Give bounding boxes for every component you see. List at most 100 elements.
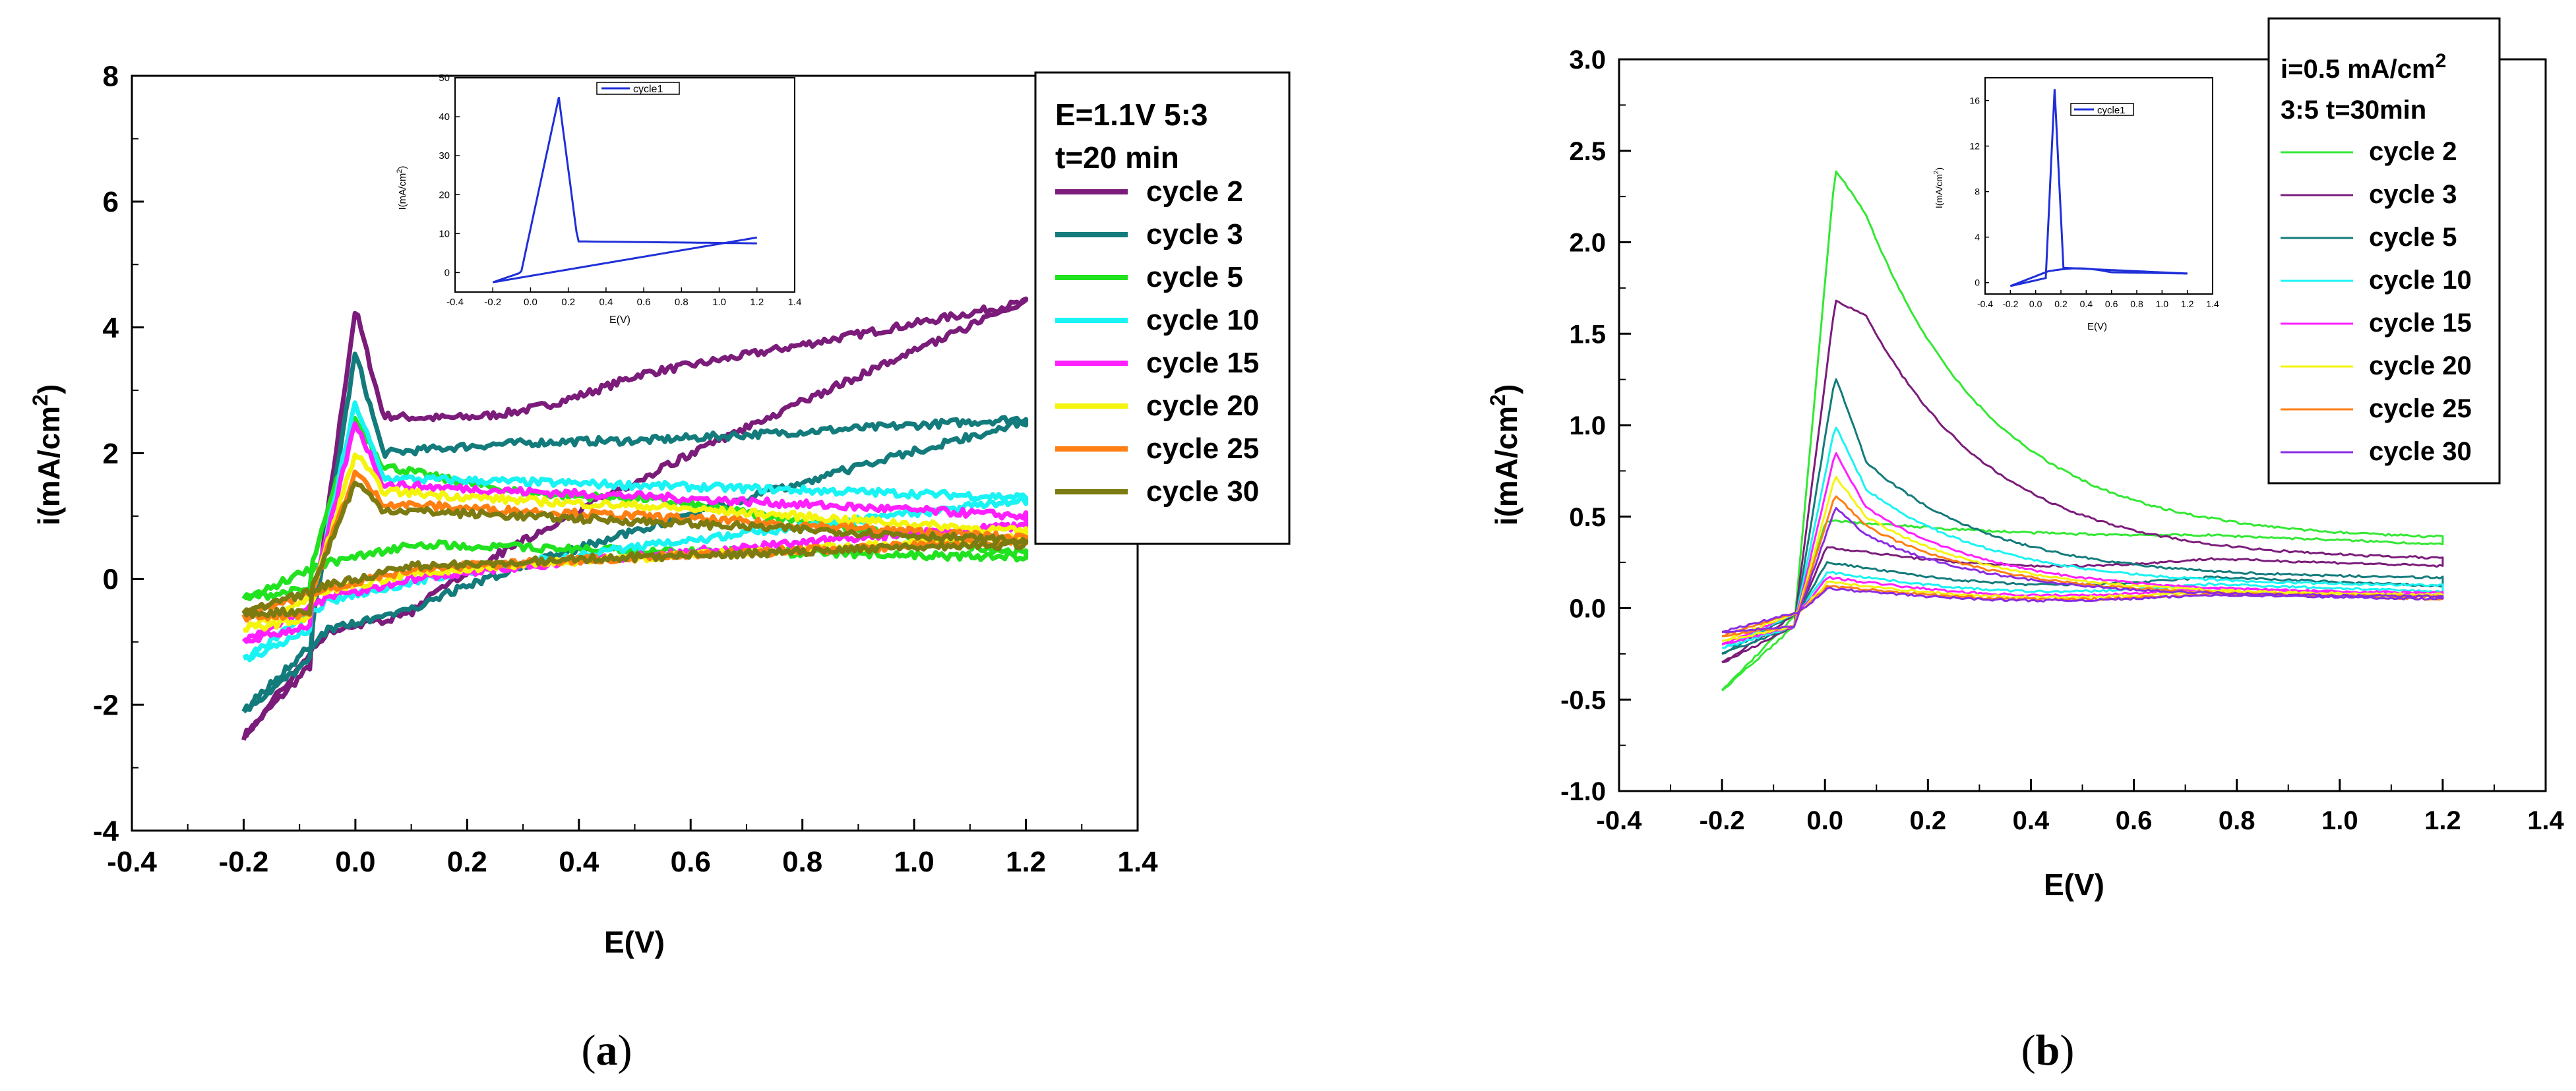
inset-y-tick-label: 12: [1969, 141, 1980, 152]
x-tick-label: -0.4: [107, 846, 157, 878]
y-tick-label: 4: [103, 312, 119, 344]
inset-legend-label-b: cycle1: [2097, 105, 2126, 116]
inset-y-tick-label: 0: [445, 267, 450, 278]
legend-label: cycle 5: [1146, 261, 1243, 293]
legend-label: cycle 30: [1146, 475, 1259, 508]
y-tick-label: 6: [103, 186, 119, 218]
legend-label: cycle 25: [1146, 432, 1259, 465]
x-tick-label: 0.4: [559, 846, 599, 878]
x-tick-label: 0.0: [335, 846, 375, 878]
legend-label: cycle 10: [1146, 304, 1259, 336]
inset-y-tick-label: 40: [439, 111, 450, 123]
inset-x-tick-label: 1.4: [788, 297, 802, 308]
inset-x-tick-label: 1.2: [2181, 299, 2194, 309]
y-tick-label: -0.5: [1560, 686, 1606, 715]
legend-title-line1-b: i=0.5 mA/cm2: [2281, 50, 2446, 84]
legend-title-line2-b: 3:5 t=30min: [2281, 96, 2426, 125]
legend-label: cycle 20: [2369, 351, 2472, 380]
x-tick-label: -0.2: [219, 846, 269, 878]
legend-label: cycle 3: [2369, 180, 2457, 209]
legend-b: i=0.5 mA/cm2 3:5 t=30min cycle 2 cycle 3 c…: [2267, 17, 2501, 485]
legend-label: cycle 2: [2369, 137, 2457, 166]
inset-frame-a: [454, 77, 795, 293]
y-tick-label: 2.0: [1569, 229, 1606, 258]
inset-x-label-b: E(V): [2087, 321, 2107, 332]
legend-label: cycle 30: [2369, 437, 2472, 466]
legend-label: cycle 3: [1146, 218, 1243, 251]
inset-legend-box-a: [596, 82, 680, 95]
y-tick-label: 2.5: [1569, 137, 1606, 166]
inset-y-tick-label: 16: [1969, 96, 1980, 106]
legend-label: cycle 25: [2369, 394, 2472, 423]
inset-x-tick-label: 0.6: [2105, 299, 2118, 309]
legend-label: cycle 10: [2369, 266, 2472, 295]
inset-y-tick-label: 0: [1975, 278, 1980, 288]
x-tick-label: 1.0: [894, 846, 935, 878]
y-tick-label: 1.0: [1569, 411, 1606, 440]
x-axis-label-b: E(V): [2044, 868, 2104, 902]
series-line-cycle-30: [241, 481, 1029, 619]
inset-x-tick-label: 0.6: [637, 297, 651, 308]
inset-x-tick-label: -0.4: [1977, 299, 1993, 309]
x-tick-label: 0.8: [2219, 806, 2255, 835]
y-axis-label-a: i(mA/cm2): [28, 384, 66, 526]
legend-label: cycle 2: [1146, 175, 1243, 208]
legend-title-line2-a: t=20 min: [1055, 140, 1179, 175]
axis-ticks-b: -0.4 -0.2 0.0 0.2 0.4 0.6 0.8 1.0 1.2 1.4 -1.0 -0.5…: [1560, 45, 2564, 835]
inset-x-tick-label: -0.4: [446, 297, 464, 308]
y-axis-label-b: i(mA/cm2): [1486, 384, 1523, 526]
inset-series-line: [492, 236, 758, 283]
inset-y-tick-label: 4: [1975, 232, 1980, 243]
inset-y-tick-label: 10: [439, 228, 450, 239]
caption-b: (b): [2021, 1026, 2075, 1075]
x-tick-label: 0.0: [1806, 806, 1843, 835]
x-tick-label: 0.8: [782, 846, 822, 878]
inset-x-tick-label: 0.8: [675, 297, 689, 308]
inset-x-tick-label: 0.2: [561, 297, 575, 308]
x-tick-label: 1.0: [2321, 806, 2358, 835]
series-line-cycle-10: [1721, 427, 2444, 649]
x-tick-label: 1.2: [1006, 846, 1046, 878]
inset-y-label-a: I(mA/cm2): [396, 166, 408, 210]
x-tick-label: 0.6: [671, 846, 711, 878]
legend-box-b: [2267, 17, 2501, 485]
x-axis-label-a: E(V): [604, 925, 665, 959]
inset-x-tick-label: 1.0: [2156, 299, 2169, 309]
inset-ticks-b: -0.4 -0.2 0.0 0.2 0.4 0.6 0.8 1.0 1.2 1.4 0 4 8 12 16: [1969, 89, 2219, 309]
inset-x-tick-label: 0.8: [2130, 299, 2143, 309]
caption-a: (a): [582, 1026, 632, 1075]
inset-x-tick-label: 0.4: [2080, 299, 2093, 309]
axis-ticks-a: -0.4 -0.2 0.0 0.2 0.4 0.6 0.8 1.0 1.2 1.4 -4 -2 0 2 4 6…: [93, 60, 1158, 878]
series-line-cycle-15: [241, 421, 1029, 644]
x-tick-label: 0.2: [1910, 806, 1947, 835]
series-line-cycle-30: [1721, 507, 2444, 634]
series-group-a: [241, 296, 1029, 741]
x-tick-label: -0.2: [1700, 806, 1745, 835]
inset-y-tick-label: 20: [439, 189, 450, 200]
y-tick-label: 0: [103, 564, 119, 596]
inset-x-tick-label: 0.0: [524, 297, 537, 308]
y-tick-label: 0.0: [1569, 595, 1606, 624]
inset-y-label-b: I(mA/cm2): [1933, 167, 1944, 208]
inset-y-tick-label: 50: [439, 73, 450, 84]
inset-x-label-a: E(V): [609, 314, 630, 326]
inset-x-tick-label: 1.2: [750, 297, 764, 308]
legend-a: E=1.1V 5:3 t=20 min cycle 2 cycle 3 cycle …: [1034, 71, 1291, 545]
inset-b: -0.4 -0.2 0.0 0.2 0.4 0.6 0.8 1.0 1.2 1.40481216 …: [1933, 77, 2219, 332]
inset-series-line: [2009, 89, 2188, 287]
y-tick-label: 2: [103, 438, 119, 470]
x-tick-label: 1.4: [2527, 806, 2564, 835]
inset-x-tick-label: 0.2: [2054, 299, 2068, 309]
inset-x-tick-label: -0.2: [484, 297, 501, 308]
series-line-cycle-2: [1721, 170, 2444, 692]
inset-x-tick-label: -0.2: [2002, 299, 2018, 309]
x-tick-label: 0.4: [2013, 806, 2050, 835]
legend-label: cycle 5: [2369, 223, 2457, 252]
inset-y-tick-label: 30: [439, 150, 450, 162]
inset-x-tick-label: 0.0: [2029, 299, 2042, 309]
inset-legend-box-b: [2070, 103, 2134, 116]
panel-a: -0.4 -0.2 0.0 0.2 0.4 0.6 0.8 1.0 1.2 1.4 -4 -2 0 2 4 6…: [28, 60, 1291, 1075]
y-tick-label: -4: [93, 815, 119, 847]
series-line-cycle-3: [241, 351, 1029, 714]
